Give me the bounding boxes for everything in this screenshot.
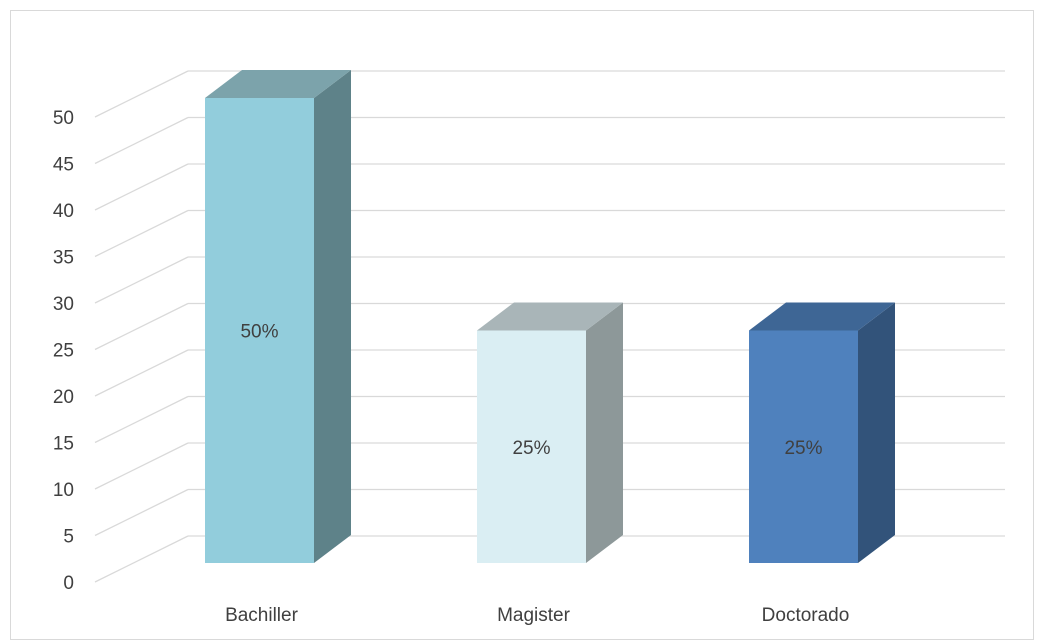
y-tick-label: 40 (53, 201, 74, 222)
y-axis-ticks: 0 5 10 15 20 25 30 35 40 45 50 (53, 108, 74, 594)
data-label: 50% (240, 322, 278, 343)
gridline-side (94, 442, 189, 490)
gridline-side (94, 116, 189, 165)
gridline-side (94, 302, 189, 351)
bar-side (858, 302, 895, 563)
y-tick-label: 30 (53, 294, 74, 315)
bar-side (586, 302, 623, 563)
y-tick-label: 25 (53, 341, 74, 362)
x-category-label: Doctorado (762, 605, 850, 626)
gridline-side (94, 349, 189, 397)
data-labels: 50% 25% 25% (240, 322, 822, 459)
x-axis-categories: Bachiller Magister Doctorado (225, 605, 849, 626)
y-tick-label: 0 (63, 573, 74, 594)
bar-front (205, 98, 314, 563)
bar-layer (205, 70, 895, 563)
gridline-side (94, 209, 189, 258)
gridline-side (94, 163, 189, 211)
bar-magister (477, 302, 623, 563)
gridline-side (94, 256, 189, 304)
y-tick-label: 50 (53, 108, 74, 129)
bar-top (749, 302, 895, 331)
bar-front (749, 330, 858, 563)
bar-top (477, 302, 623, 331)
y-tick-label: 35 (53, 248, 74, 269)
y-tick-label: 15 (53, 434, 74, 455)
y-tick-label: 20 (53, 387, 74, 408)
y-tick-label: 10 (53, 480, 74, 501)
x-category-label: Magister (497, 605, 571, 626)
bar-side (314, 70, 351, 563)
data-label: 25% (784, 438, 822, 459)
gridline-side (94, 535, 189, 583)
y-tick-label: 45 (53, 155, 74, 176)
bar-top (205, 70, 351, 98)
data-label: 25% (512, 438, 550, 459)
bar-doctorado (749, 302, 895, 563)
gridline-side (94, 395, 189, 444)
gridline-side (94, 70, 189, 118)
bar-front (477, 330, 586, 563)
y-tick-label: 5 (63, 527, 74, 548)
x-category-label: Bachiller (225, 605, 299, 626)
gridline-side (94, 488, 189, 537)
bar-bachiller (205, 70, 351, 563)
